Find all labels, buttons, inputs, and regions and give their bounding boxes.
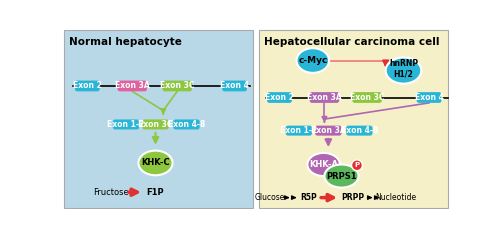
Text: Glucose: Glucose xyxy=(254,193,284,202)
Text: Exon 4: Exon 4 xyxy=(220,82,249,90)
Ellipse shape xyxy=(296,48,329,73)
FancyBboxPatch shape xyxy=(162,81,192,91)
Text: PRPS1: PRPS1 xyxy=(326,172,357,180)
Text: hnRNP
H1/2: hnRNP H1/2 xyxy=(389,59,418,79)
Text: Exon 4-8: Exon 4-8 xyxy=(340,126,378,135)
Circle shape xyxy=(352,160,362,171)
Text: c-Myc: c-Myc xyxy=(298,56,328,65)
FancyBboxPatch shape xyxy=(174,119,200,129)
Text: R5P: R5P xyxy=(300,193,316,202)
Text: Exon 1-2: Exon 1-2 xyxy=(280,126,318,135)
Text: Exon 1-2: Exon 1-2 xyxy=(108,120,144,129)
Text: Hepatocellular carcinoma cell: Hepatocellular carcinoma cell xyxy=(264,37,440,47)
Ellipse shape xyxy=(386,58,422,84)
Text: Normal hepatocyte: Normal hepatocyte xyxy=(68,37,182,47)
Text: KHK-A: KHK-A xyxy=(309,160,338,169)
FancyBboxPatch shape xyxy=(416,92,442,103)
Text: Exon 3A: Exon 3A xyxy=(307,93,342,102)
FancyBboxPatch shape xyxy=(118,81,147,91)
FancyBboxPatch shape xyxy=(113,119,139,129)
FancyBboxPatch shape xyxy=(267,92,292,103)
Text: Exon 3A: Exon 3A xyxy=(311,126,346,135)
Ellipse shape xyxy=(308,153,340,176)
Text: Exon 4-8: Exon 4-8 xyxy=(168,120,205,129)
FancyBboxPatch shape xyxy=(64,30,253,208)
Ellipse shape xyxy=(324,164,358,188)
Text: Nucleotide: Nucleotide xyxy=(375,193,416,202)
Text: Exon 2: Exon 2 xyxy=(265,93,294,102)
Text: F1P: F1P xyxy=(146,188,164,197)
Text: PRPP: PRPP xyxy=(342,193,364,202)
FancyBboxPatch shape xyxy=(315,125,342,136)
Text: Exon 3C: Exon 3C xyxy=(138,120,173,129)
FancyBboxPatch shape xyxy=(346,125,372,136)
FancyBboxPatch shape xyxy=(142,119,169,129)
FancyBboxPatch shape xyxy=(75,81,100,91)
Text: P: P xyxy=(354,162,360,168)
Text: Exon 2: Exon 2 xyxy=(73,82,102,90)
Text: Exon 4: Exon 4 xyxy=(414,93,444,102)
FancyBboxPatch shape xyxy=(310,92,339,103)
FancyBboxPatch shape xyxy=(260,30,448,208)
FancyBboxPatch shape xyxy=(222,81,247,91)
Text: Exon 3C: Exon 3C xyxy=(160,82,194,90)
FancyBboxPatch shape xyxy=(286,125,312,136)
Text: KHK-C: KHK-C xyxy=(141,158,170,168)
FancyBboxPatch shape xyxy=(352,92,382,103)
Text: Exon 3C: Exon 3C xyxy=(350,93,384,102)
Ellipse shape xyxy=(138,151,172,175)
Text: Exon 3A: Exon 3A xyxy=(115,82,150,90)
Text: Fructose: Fructose xyxy=(94,188,129,197)
